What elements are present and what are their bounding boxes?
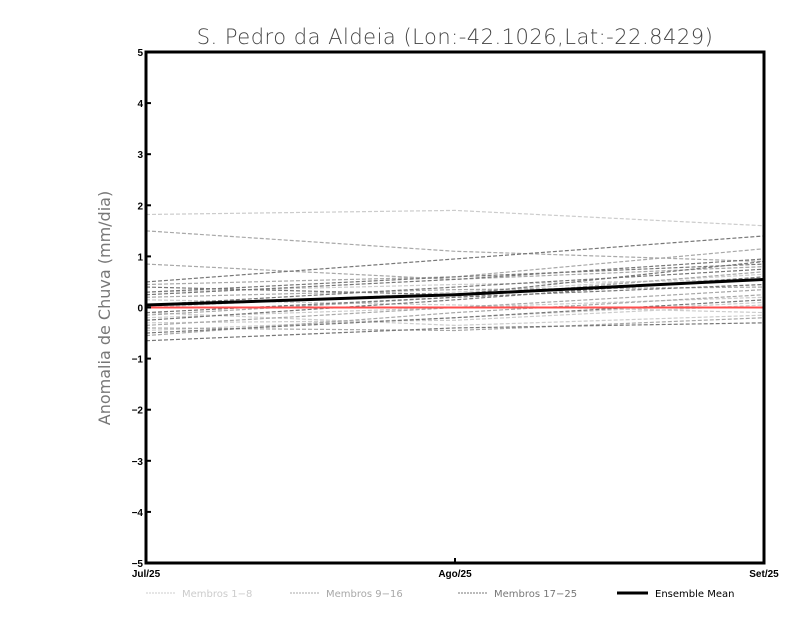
y-tick-label: 1 [137, 252, 143, 263]
member-line-3 [145, 304, 765, 324]
y-tick-label: 4 [137, 99, 143, 110]
member-line-16 [145, 317, 765, 332]
member-line-8 [145, 312, 765, 326]
x-tick-label: Jul/25 [132, 569, 161, 580]
y-tick-label: −4 [132, 508, 144, 519]
legend-label-2: Membros 9−16 [326, 589, 403, 600]
y-tick-label: 5 [137, 48, 143, 59]
member-line-1 [145, 209, 765, 227]
legend-label-1: Membros 1−8 [182, 589, 252, 600]
y-tick-label: 0 [137, 304, 143, 315]
y-axis-label: Anomalia de Chuva (mm/dia) [95, 191, 114, 425]
y-tick-label: 3 [137, 150, 143, 161]
x-tick-label: Set/25 [749, 569, 779, 580]
y-tick-label: −2 [132, 406, 144, 417]
legend: Membros 1−8 Membros 9−16 Membros 17−25 Ense… [146, 589, 734, 600]
y-tick-label: 2 [137, 201, 143, 212]
member-line-19 [145, 263, 765, 293]
member-line-14 [145, 286, 765, 298]
x-tick-label: Ago/25 [438, 569, 472, 580]
legend-label-4: Ensemble Mean [655, 589, 734, 600]
member-line-17 [145, 235, 765, 283]
member-line-24 [145, 299, 765, 334]
ensemble-mean-line [145, 277, 765, 307]
member-line-9 [145, 230, 765, 263]
y-tick-label: −1 [132, 355, 144, 366]
y-tick-label: −3 [132, 457, 144, 468]
chart-title: S. Pedro da Aldeia (Lon:-42.1026,Lat:-22… [197, 25, 714, 49]
legend-label-3: Membros 17−25 [494, 589, 577, 600]
member-line-25 [145, 268, 765, 306]
y-tick-label: −5 [132, 559, 144, 570]
member-line-21 [145, 322, 765, 342]
